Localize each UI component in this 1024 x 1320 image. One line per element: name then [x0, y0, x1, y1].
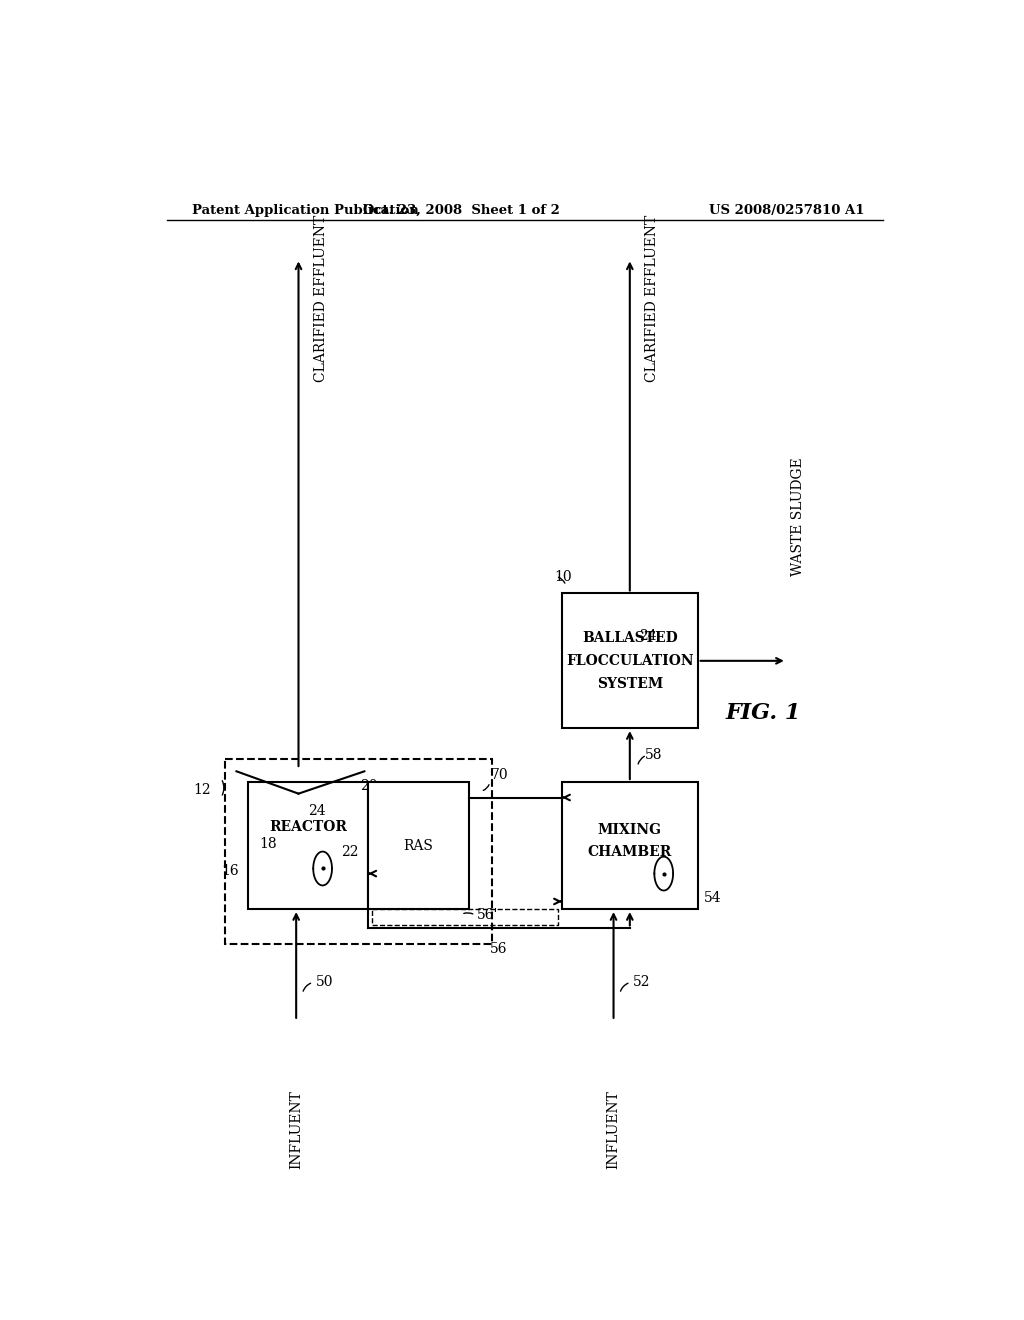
Text: 24: 24	[308, 804, 326, 818]
Text: 20: 20	[360, 779, 378, 793]
Text: CLARIFIED EFFLUENT: CLARIFIED EFFLUENT	[314, 214, 328, 381]
Text: 56': 56'	[477, 908, 498, 923]
Text: INFLUENT: INFLUENT	[606, 1090, 621, 1170]
Bar	[372, 909, 558, 924]
Text: CLARIFIED EFFLUENT: CLARIFIED EFFLUENT	[645, 214, 659, 381]
Text: 12: 12	[194, 783, 211, 797]
Text: US 2008/0257810 A1: US 2008/0257810 A1	[709, 205, 864, 218]
Text: 22: 22	[341, 845, 359, 859]
Bar	[562, 781, 697, 909]
Text: 58: 58	[645, 748, 663, 762]
Text: REACTOR: REACTOR	[269, 820, 347, 833]
Bar	[369, 781, 469, 909]
Text: SYSTEM: SYSTEM	[597, 677, 663, 690]
Text: 50: 50	[315, 975, 333, 989]
Bar	[248, 781, 369, 909]
Text: 16: 16	[221, 865, 239, 878]
Text: WASTE SLUDGE: WASTE SLUDGE	[791, 457, 805, 576]
Text: 10: 10	[554, 569, 571, 583]
Text: Oct. 23, 2008  Sheet 1 of 2: Oct. 23, 2008 Sheet 1 of 2	[362, 205, 560, 218]
Text: 24: 24	[639, 628, 656, 643]
Text: 70: 70	[490, 768, 508, 781]
Text: 56: 56	[490, 942, 508, 956]
Text: CHAMBER: CHAMBER	[588, 845, 672, 859]
Bar	[562, 594, 697, 729]
Text: 18: 18	[260, 837, 278, 850]
Text: Patent Application Publication: Patent Application Publication	[191, 205, 418, 218]
Text: 52: 52	[633, 975, 650, 989]
Text: MIXING: MIXING	[598, 824, 662, 837]
Text: RAS: RAS	[403, 838, 433, 853]
Text: BALLASTED: BALLASTED	[582, 631, 678, 645]
Text: 54: 54	[703, 891, 722, 906]
Bar	[225, 759, 493, 944]
Text: FLOCCULATION: FLOCCULATION	[566, 653, 693, 668]
Text: FIG. 1: FIG. 1	[726, 702, 801, 723]
Text: INFLUENT: INFLUENT	[289, 1090, 303, 1170]
